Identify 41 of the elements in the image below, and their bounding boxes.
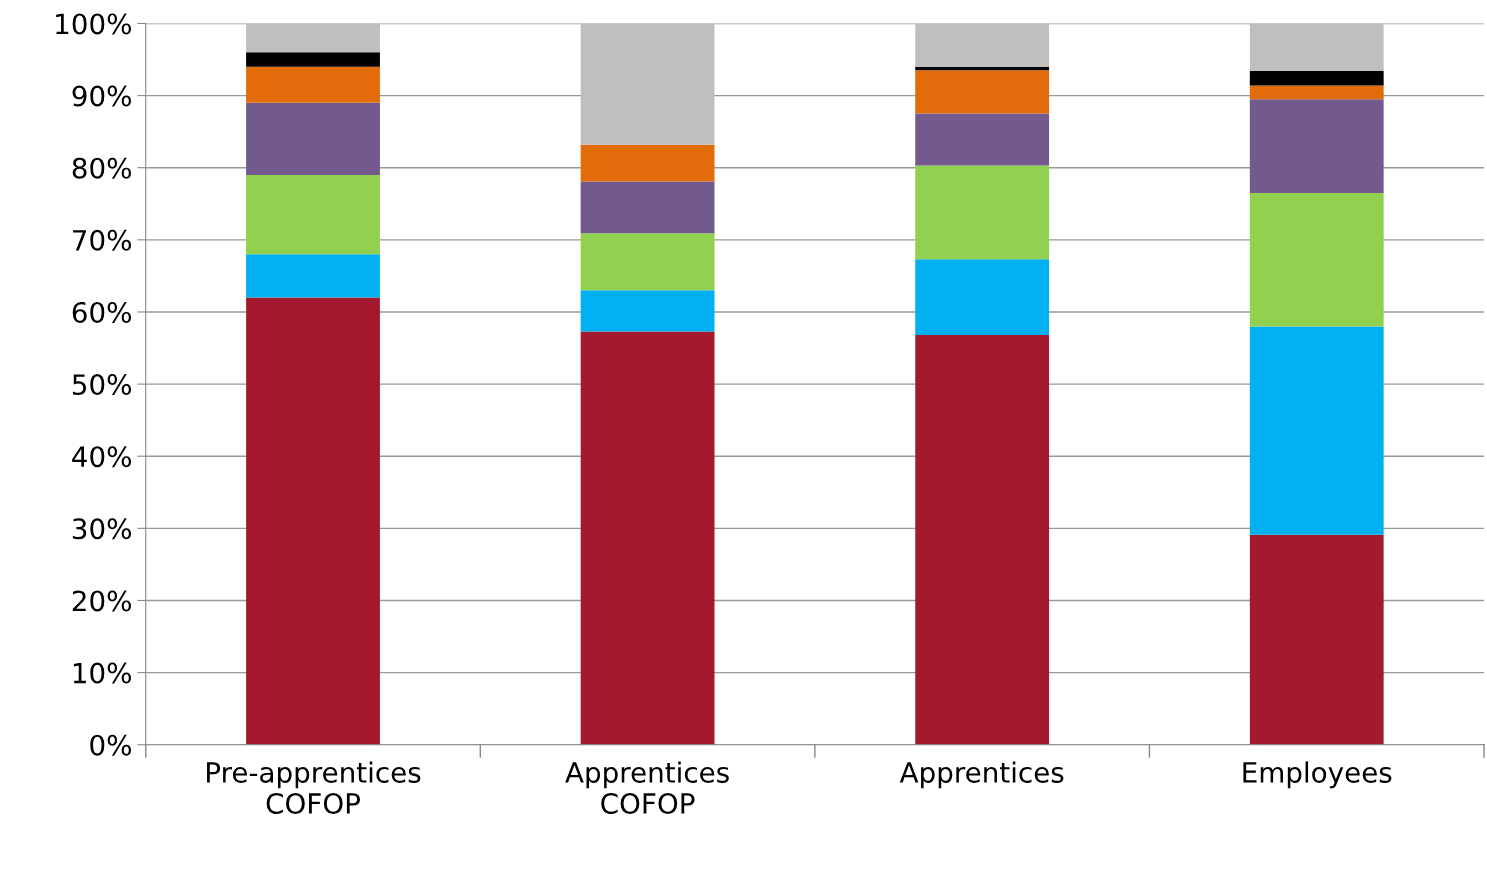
bar (1249, 326, 1384, 535)
bar (915, 165, 1050, 260)
bar (915, 335, 1050, 745)
x-tick-label: Apprentices (899, 761, 1064, 789)
y-tick-label: 80% (72, 157, 131, 179)
bar (915, 259, 1050, 336)
bar (246, 23, 380, 53)
y-tick-label: 90% (72, 85, 131, 107)
bar (246, 52, 380, 67)
y-tick-label: 40% (72, 446, 131, 468)
y-tick-label: 20% (72, 590, 131, 612)
bar (580, 144, 715, 182)
bar (1249, 23, 1384, 72)
bar (246, 174, 380, 255)
bar (246, 297, 380, 745)
bar (580, 290, 715, 332)
x-tick-label: Apprentices COFOP (565, 761, 729, 815)
bar (1249, 534, 1384, 745)
bar (915, 70, 1050, 114)
y-tick-label: 70% (73, 229, 131, 251)
bar (1249, 71, 1384, 86)
x-tick-label: Pre-apprentices COFOP (207, 761, 421, 815)
bar (580, 331, 715, 745)
y-tick-label: 0% (90, 734, 131, 756)
y-tick-label: 60% (72, 301, 131, 323)
bar (580, 233, 715, 291)
bar (915, 113, 1050, 166)
bar (1249, 192, 1384, 327)
y-tick-label: 30% (72, 518, 131, 540)
y-tick-label: 10% (73, 662, 131, 684)
bar (246, 102, 380, 175)
bar (580, 181, 715, 234)
bar (1249, 85, 1384, 100)
bar (915, 23, 1050, 67)
y-tick-label: 50% (72, 374, 131, 396)
x-tick-label: Employees (1243, 761, 1392, 789)
bar (246, 254, 380, 298)
bar (246, 66, 380, 103)
bar (1249, 99, 1384, 193)
bar (580, 23, 715, 145)
y-tick-label: 100% (56, 13, 131, 35)
